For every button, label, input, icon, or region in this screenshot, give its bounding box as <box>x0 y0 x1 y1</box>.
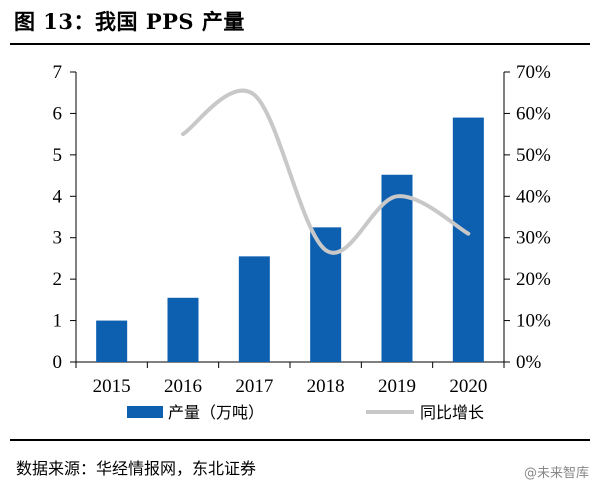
x-tick-label: 2020 <box>449 376 487 397</box>
left-tick-label: 3 <box>53 228 63 249</box>
left-tick-label: 0 <box>53 352 63 373</box>
left-y-axis: 0 1 2 3 4 5 6 7 <box>53 62 77 373</box>
bar <box>381 174 413 362</box>
bar-series <box>96 117 484 362</box>
right-tick-label: 40% <box>516 186 551 207</box>
right-tick-label: 70% <box>516 62 551 83</box>
x-tick-label: 2016 <box>164 376 202 397</box>
series-line <box>181 88 471 255</box>
right-tick-label: 50% <box>516 145 551 166</box>
left-tick-label: 7 <box>53 62 63 83</box>
right-tick-label: 0% <box>516 352 542 373</box>
right-tick-label: 10% <box>516 311 551 332</box>
right-tick-label: 20% <box>516 269 551 290</box>
bottom-divider <box>10 439 590 441</box>
x-tick-label: 2015 <box>93 376 131 397</box>
bar <box>167 297 199 362</box>
top-divider <box>10 43 590 45</box>
legend-label-line: 同比增长 <box>420 403 484 422</box>
watermark: @未来智库 <box>523 466 589 481</box>
left-tick-label: 4 <box>53 186 63 207</box>
bar <box>96 320 128 362</box>
right-tick-label: 60% <box>516 103 551 124</box>
bar <box>452 117 484 362</box>
bar <box>238 256 270 362</box>
line-series <box>181 88 471 255</box>
left-tick-label: 6 <box>53 103 63 124</box>
right-tick-label: 30% <box>516 228 551 249</box>
x-tick-label: 2018 <box>307 376 345 397</box>
source-note: 数据来源：华经情报网，东北证券 <box>16 459 257 478</box>
legend-swatch-bar <box>127 406 163 418</box>
x-tick-label: 2019 <box>378 376 416 397</box>
chart-title: 图 13：我国 PPS 产量 <box>14 9 245 34</box>
x-axis: 2015 2016 2017 2018 2019 2020 <box>75 361 505 397</box>
left-tick-label: 1 <box>53 311 63 332</box>
legend: 产量（万吨） 同比增长 <box>127 403 484 422</box>
legend-label-bar: 产量（万吨） <box>168 403 264 422</box>
x-tick-label: 2017 <box>235 376 273 397</box>
right-y-axis: 0% 10% 20% 30% 40% 50% 60% 70% <box>503 62 551 373</box>
left-tick-label: 5 <box>53 145 63 166</box>
left-tick-label: 2 <box>53 269 63 290</box>
